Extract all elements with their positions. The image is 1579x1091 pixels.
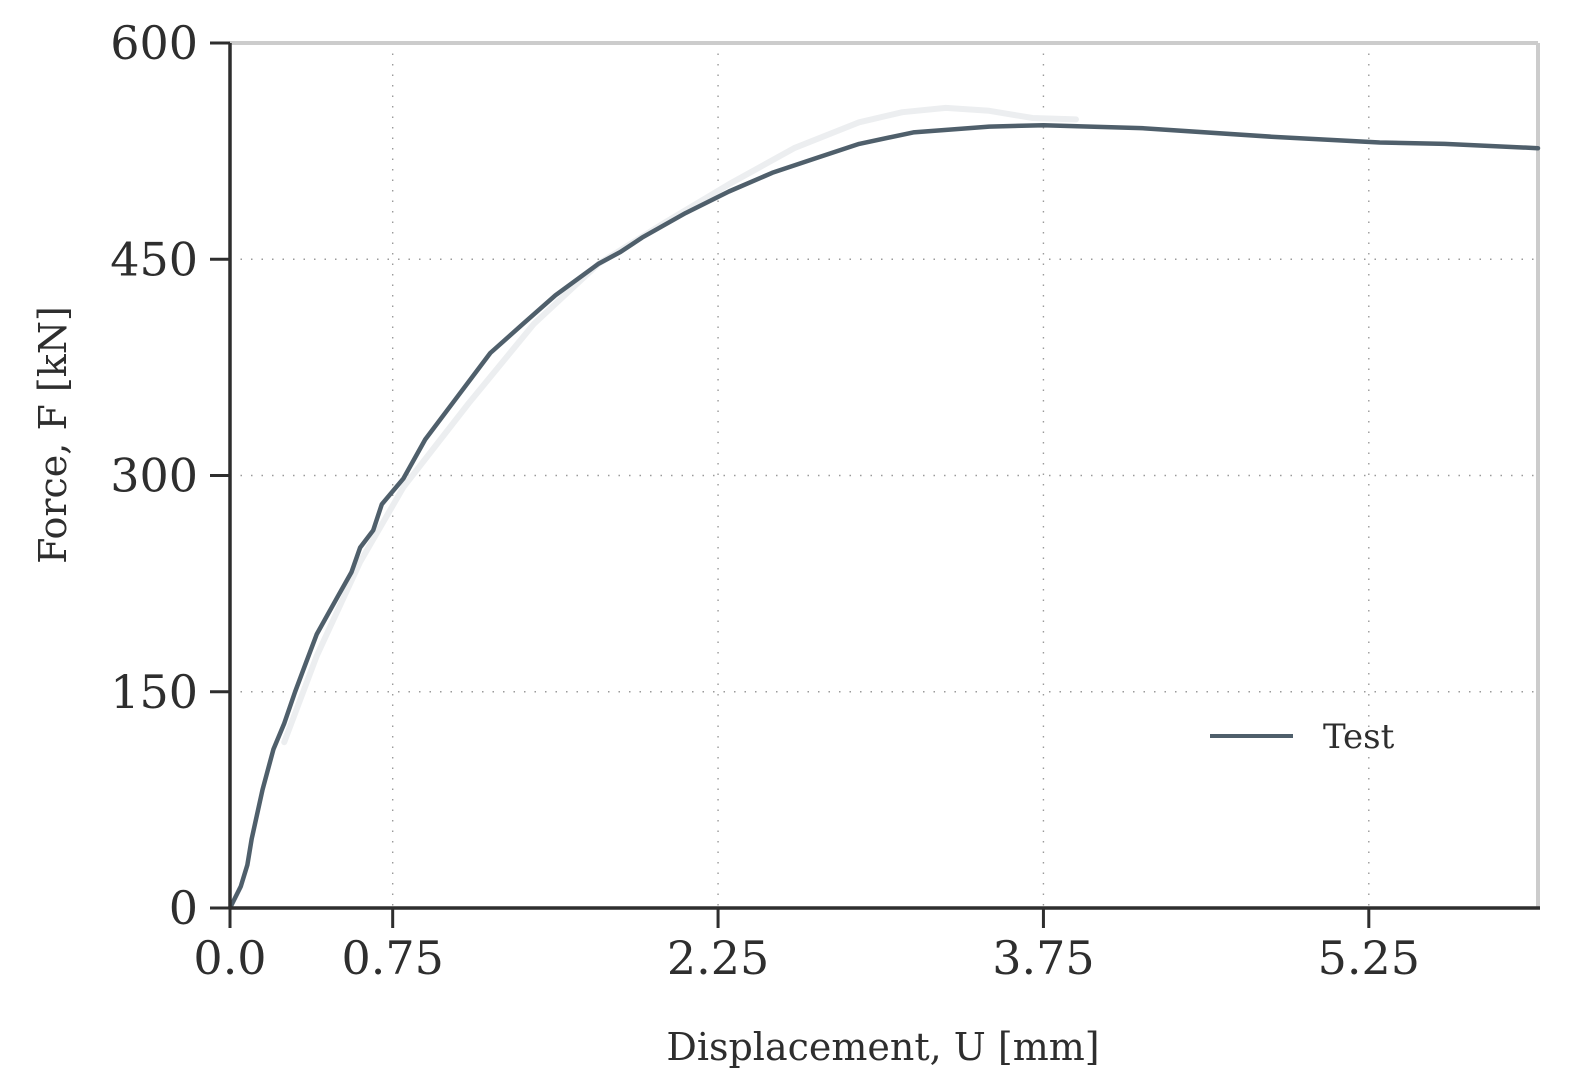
plot-frame — [230, 41, 1540, 908]
y-tick-label: 450 — [110, 232, 198, 286]
y-tick-label: 600 — [110, 16, 198, 70]
y-tick-label: 0 — [169, 881, 198, 935]
x-tick-label: 2.25 — [667, 931, 769, 985]
x-tick-label: 0.75 — [341, 931, 443, 985]
x-tick-label: 0.0 — [193, 931, 266, 985]
grid — [230, 43, 1538, 908]
y-tick-label: 150 — [110, 665, 198, 719]
series-line-background — [281, 104, 1079, 746]
series — [227, 104, 1541, 911]
legend: Test — [1210, 717, 1395, 757]
legend-label-test: Test — [1323, 717, 1395, 757]
x-axis-label: Displacement, U [mm] — [666, 1025, 1099, 1069]
ticks: 0.0 0.75 2.25 3.75 5.25 0 150 300 450 600 — [110, 16, 1420, 985]
y-tick-label: 300 — [110, 449, 198, 503]
axes — [228, 43, 1540, 910]
y-axis-label: Force, F [kN] — [31, 306, 75, 564]
x-tick-label: 3.75 — [992, 931, 1094, 985]
x-tick-label: 5.25 — [1318, 931, 1420, 985]
series-line-test — [227, 122, 1541, 911]
